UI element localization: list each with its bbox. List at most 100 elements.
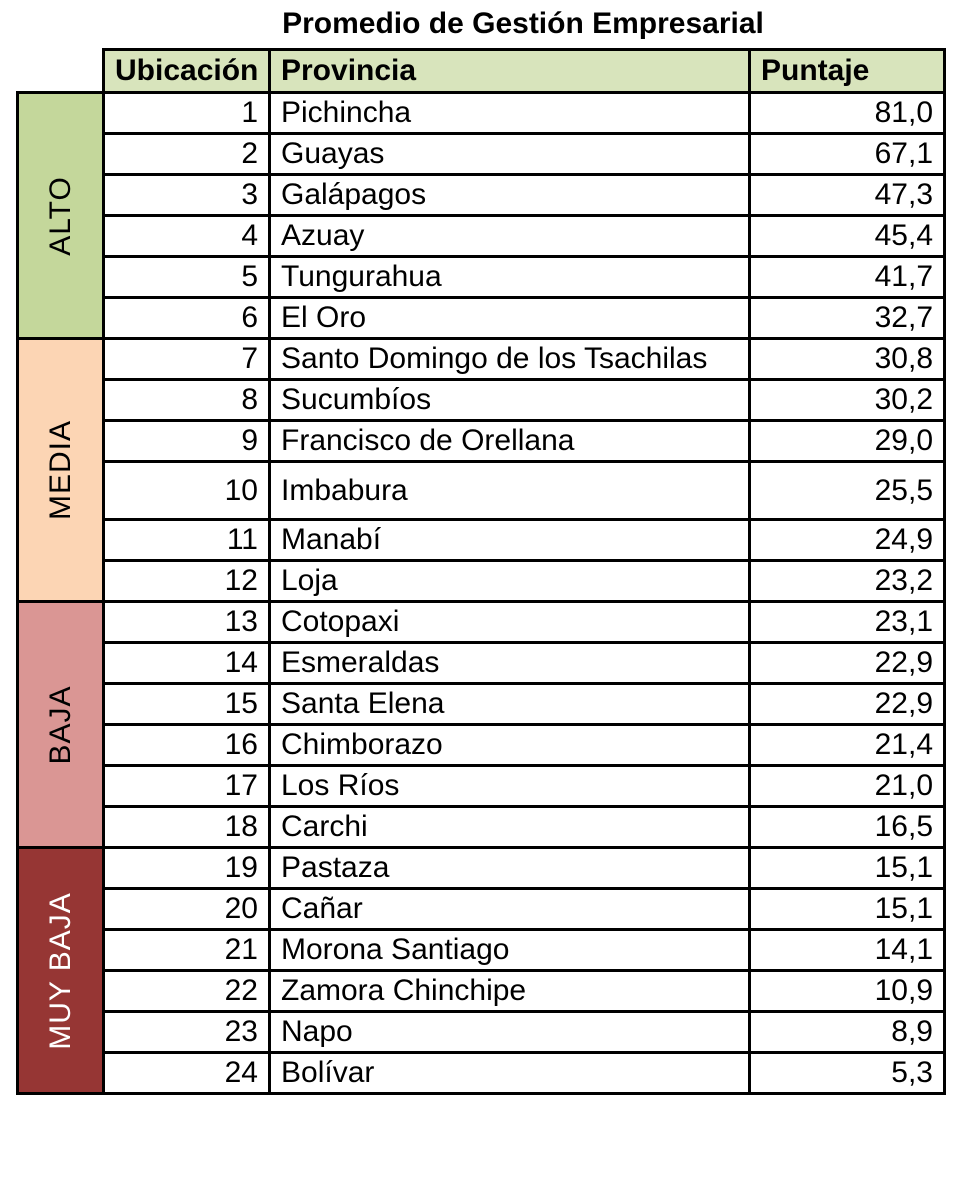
province-cell: Sucumbíos bbox=[268, 378, 751, 422]
rank-cell: 23 bbox=[102, 1010, 271, 1054]
rank-cell: 16 bbox=[102, 723, 271, 767]
province-cell: Cotopaxi bbox=[268, 600, 751, 644]
group-cell-alto: ALTO bbox=[16, 91, 105, 340]
rank-cell: 20 bbox=[102, 887, 271, 931]
province-cell: Santa Elena bbox=[268, 682, 751, 726]
score-cell: 22,9 bbox=[748, 682, 946, 726]
score-cell: 22,9 bbox=[748, 641, 946, 685]
province-cell: Tungurahua bbox=[268, 255, 751, 299]
group-cell-muy-baja: MUY BAJA bbox=[16, 846, 105, 1095]
province-cell: Manabí bbox=[268, 518, 751, 562]
table-row: 12 Loja 23,2 bbox=[18, 559, 946, 603]
rank-cell: 1 bbox=[102, 91, 271, 135]
group-label: MUY BAJA bbox=[43, 891, 77, 1050]
province-cell: Carchi bbox=[268, 805, 751, 849]
province-cell: Napo bbox=[268, 1010, 751, 1054]
rank-cell: 7 bbox=[102, 337, 271, 381]
province-cell: Loja bbox=[268, 559, 751, 603]
table-row: 20 Cañar 15,1 bbox=[18, 887, 946, 931]
province-cell: Francisco de Orellana bbox=[268, 419, 751, 463]
score-cell: 47,3 bbox=[748, 173, 946, 217]
rank-cell: 13 bbox=[102, 600, 271, 644]
score-cell: 32,7 bbox=[748, 296, 946, 340]
rank-cell: 18 bbox=[102, 805, 271, 849]
score-cell: 21,4 bbox=[748, 723, 946, 767]
province-cell: Chimborazo bbox=[268, 723, 751, 767]
group-label: MEDIA bbox=[43, 419, 77, 521]
table-row: 16 Chimborazo 21,4 bbox=[18, 723, 946, 767]
rank-cell: 17 bbox=[102, 764, 271, 808]
rank-cell: 2 bbox=[102, 132, 271, 176]
score-cell: 23,2 bbox=[748, 559, 946, 603]
group-cell-baja: BAJA bbox=[16, 600, 105, 849]
province-cell: Bolívar bbox=[268, 1051, 751, 1095]
score-cell: 8,9 bbox=[748, 1010, 946, 1054]
province-cell: Santo Domingo de los Tsachilas bbox=[268, 337, 751, 381]
score-cell: 10,9 bbox=[748, 969, 946, 1013]
table-body: ALTO 1 Pichincha 81,0 2 Guayas 67,1 3 Galápagos 4… bbox=[16, 91, 946, 1095]
score-cell: 24,9 bbox=[748, 518, 946, 562]
rank-cell: 22 bbox=[102, 969, 271, 1013]
table-row: 2 Guayas 67,1 bbox=[18, 132, 946, 176]
province-cell: Pastaza bbox=[268, 846, 751, 890]
table-row: 24 Bolívar 5,3 bbox=[18, 1051, 946, 1095]
score-cell: 30,2 bbox=[748, 378, 946, 422]
score-cell: 45,4 bbox=[748, 214, 946, 258]
province-cell: Pichincha bbox=[268, 91, 751, 135]
rank-cell: 11 bbox=[102, 518, 271, 562]
score-cell: 67,1 bbox=[748, 132, 946, 176]
rank-cell: 8 bbox=[102, 378, 271, 422]
header-blank-cell bbox=[17, 49, 105, 94]
table-row: 22 Zamora Chinchipe 10,9 bbox=[18, 969, 946, 1013]
province-cell: Zamora Chinchipe bbox=[268, 969, 751, 1013]
table-row: 18 Carchi 16,5 bbox=[18, 805, 946, 849]
header-puntaje: Puntaje bbox=[748, 48, 946, 94]
score-cell: 15,1 bbox=[748, 887, 946, 931]
table-row: 8 Sucumbíos 30,2 bbox=[18, 378, 946, 422]
rank-cell: 6 bbox=[102, 296, 271, 340]
score-cell: 25,5 bbox=[748, 460, 946, 521]
table-row: 15 Santa Elena 22,9 bbox=[18, 682, 946, 726]
province-cell: Morona Santiago bbox=[268, 928, 751, 972]
table-row: 9 Francisco de Orellana 29,0 bbox=[18, 419, 946, 463]
score-cell: 21,0 bbox=[748, 764, 946, 808]
score-cell: 16,5 bbox=[748, 805, 946, 849]
rank-cell: 24 bbox=[102, 1051, 271, 1095]
score-cell: 23,1 bbox=[748, 600, 946, 644]
group-label: ALTO bbox=[43, 175, 77, 256]
rank-cell: 9 bbox=[102, 419, 271, 463]
score-cell: 5,3 bbox=[748, 1051, 946, 1095]
score-cell: 15,1 bbox=[748, 846, 946, 890]
rank-cell: 10 bbox=[102, 460, 271, 521]
table-row: 4 Azuay 45,4 bbox=[18, 214, 946, 258]
header-row: Ubicación Provincia Puntaje bbox=[17, 48, 946, 94]
province-cell: Imbabura bbox=[268, 460, 751, 521]
province-cell: Guayas bbox=[268, 132, 751, 176]
table-row: ALTO 1 Pichincha 81,0 bbox=[16, 91, 946, 340]
group-cell-media: MEDIA bbox=[16, 337, 105, 603]
rank-cell: 14 bbox=[102, 641, 271, 685]
rank-cell: 21 bbox=[102, 928, 271, 972]
table-row: 5 Tungurahua 41,7 bbox=[18, 255, 946, 299]
score-cell: 81,0 bbox=[748, 91, 946, 135]
table-row: 3 Galápagos 47,3 bbox=[18, 173, 946, 217]
score-cell: 41,7 bbox=[748, 255, 946, 299]
rank-cell: 5 bbox=[102, 255, 271, 299]
province-cell: Azuay bbox=[268, 214, 751, 258]
province-cell: Los Ríos bbox=[268, 764, 751, 808]
rank-cell: 3 bbox=[102, 173, 271, 217]
province-cell: Galápagos bbox=[268, 173, 751, 217]
score-cell: 29,0 bbox=[748, 419, 946, 463]
province-cell: Esmeraldas bbox=[268, 641, 751, 685]
rank-cell: 4 bbox=[102, 214, 271, 258]
province-cell: El Oro bbox=[268, 296, 751, 340]
table-row: 10 Imbabura 25,5 bbox=[18, 460, 946, 521]
table-row: BAJA 13 Cotopaxi 23,1 bbox=[16, 600, 946, 849]
table-row: 11 Manabí 24,9 bbox=[18, 518, 946, 562]
table-row: 6 El Oro 32,7 bbox=[18, 296, 946, 340]
group-label: BAJA bbox=[43, 684, 77, 765]
rank-cell: 12 bbox=[102, 559, 271, 603]
ranking-table: Ubicación Provincia Puntaje ALTO 1 Pichinc… bbox=[16, 48, 946, 1095]
table-row: 23 Napo 8,9 bbox=[18, 1010, 946, 1054]
score-cell: 30,8 bbox=[748, 337, 946, 381]
